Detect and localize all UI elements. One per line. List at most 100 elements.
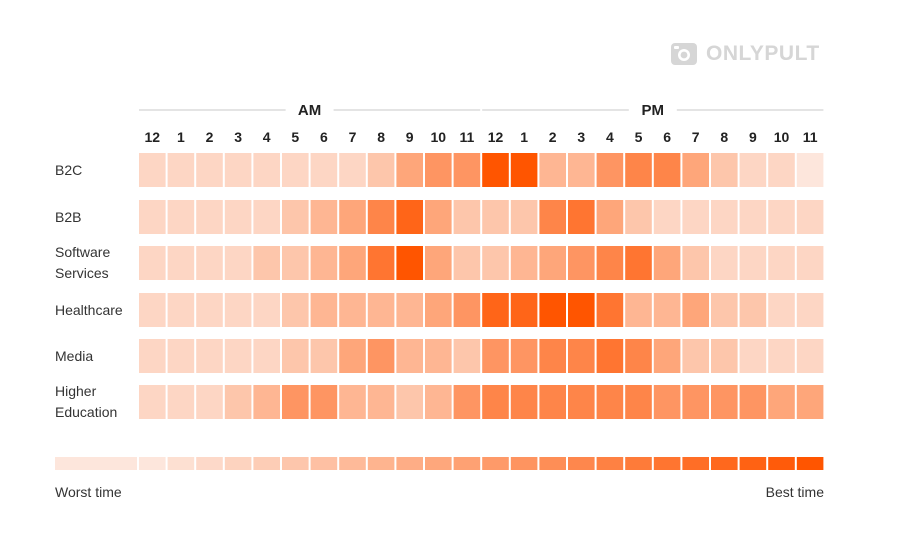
heatmap-cell [739, 385, 767, 419]
heatmap-cell [625, 200, 652, 234]
heatmap-cell [682, 385, 709, 419]
heatmap-cell [167, 246, 195, 280]
heatmap-cell [253, 339, 280, 373]
heatmap-cell [367, 339, 395, 373]
heatmap-cell [568, 385, 595, 419]
heatmap-cell [568, 339, 595, 373]
heatmap-cell [796, 200, 824, 234]
legend-swatch [539, 457, 566, 470]
heatmap-cell [482, 385, 509, 419]
heatmap-cell [196, 246, 223, 280]
legend-swatch [367, 457, 395, 470]
heatmap-cell [224, 385, 252, 419]
heatmap-cell [568, 153, 595, 187]
heatmap-cell [596, 385, 624, 419]
legend-swatch [596, 457, 624, 470]
hour-label: 10 [774, 129, 790, 145]
legend-swatch [625, 457, 652, 470]
heatmap-cell [568, 293, 595, 327]
heatmap-cell [339, 385, 366, 419]
heatmap-cell [711, 293, 738, 327]
legend-swatch [396, 457, 423, 470]
heatmap-cell [539, 153, 566, 187]
heatmap-cell [653, 200, 681, 234]
legend-swatch [510, 457, 538, 470]
heatmap-cell [310, 385, 338, 419]
heatmap-cell [711, 153, 738, 187]
heatmap-cell [253, 246, 280, 280]
legend-swatch [253, 457, 280, 470]
legend-swatch [139, 457, 166, 470]
heatmap-cell [253, 293, 280, 327]
hour-label: 10 [431, 129, 447, 145]
heatmap-cell [482, 339, 509, 373]
heatmap-cell [596, 200, 624, 234]
heatmap-cell [453, 153, 481, 187]
heatmap-cell [139, 339, 166, 373]
legend-swatch [310, 457, 338, 470]
heatmap-cell [682, 153, 709, 187]
heatmap-cell [568, 246, 595, 280]
legend-swatch [711, 457, 738, 470]
legend-swatch [739, 457, 767, 470]
row-label: Media [55, 347, 94, 364]
heatmap-cell [367, 153, 395, 187]
hour-label: 3 [234, 129, 242, 145]
hour-label: 9 [406, 129, 414, 145]
heatmap-cell [768, 200, 795, 234]
heatmap-cell [711, 339, 738, 373]
heatmap-cell [682, 246, 709, 280]
heatmap-cell [367, 246, 395, 280]
heatmap-cell [425, 293, 452, 327]
heatmap-cell [425, 339, 452, 373]
heatmap-cell [196, 200, 223, 234]
heatmap-cell [139, 293, 166, 327]
heatmap-cell [367, 293, 395, 327]
heatmap-cell [339, 339, 366, 373]
heatmap-cell [796, 385, 824, 419]
hour-label: 2 [206, 129, 214, 145]
heatmap-cell [796, 153, 824, 187]
legend-swatch [55, 457, 137, 470]
period-label: AM [298, 102, 321, 119]
heatmap-cell [282, 200, 309, 234]
heatmap-cell [768, 385, 795, 419]
row-label: B2C [55, 161, 83, 178]
heatmap-cell [510, 339, 538, 373]
heatmap-cell [196, 293, 223, 327]
heatmap-cell [396, 200, 423, 234]
camera-icon [671, 43, 697, 65]
period-label: PM [642, 102, 665, 119]
heatmap-cell [310, 200, 338, 234]
heatmap-cell [367, 385, 395, 419]
heatmap-cell [282, 293, 309, 327]
heatmap-cell [167, 339, 195, 373]
row-label: Healthcare [55, 301, 123, 318]
heatmap-cell [510, 293, 538, 327]
legend-swatch [568, 457, 595, 470]
heatmap-cell [282, 339, 309, 373]
heatmap-cell [796, 246, 824, 280]
heatmap-cell [711, 385, 738, 419]
heatmap-cell [711, 200, 738, 234]
legend-swatch [482, 457, 509, 470]
heatmap-cell [367, 200, 395, 234]
heatmap-cell [282, 385, 309, 419]
hour-label: 1 [177, 129, 185, 145]
heatmap-cell [253, 200, 280, 234]
heatmap-cell [282, 153, 309, 187]
heatmap-cell [653, 339, 681, 373]
row-label: B2B [55, 208, 82, 225]
heatmap-cell [253, 385, 280, 419]
heatmap-cell [625, 246, 652, 280]
heatmap-cell [539, 200, 566, 234]
legend-swatch [682, 457, 709, 470]
hour-label: 5 [291, 129, 299, 145]
heatmap-cell [196, 385, 223, 419]
legend-max-label: Best time [765, 484, 824, 500]
legend-swatch [282, 457, 309, 470]
heatmap-cell [568, 200, 595, 234]
heatmap-cell [711, 246, 738, 280]
heatmap-cell [739, 246, 767, 280]
